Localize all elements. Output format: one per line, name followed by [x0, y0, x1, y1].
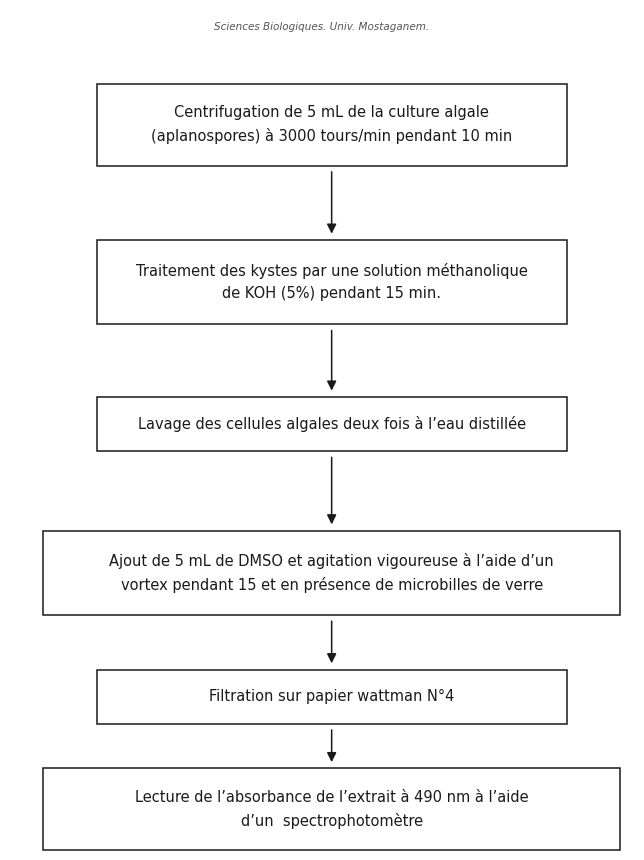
FancyBboxPatch shape [44, 531, 620, 615]
FancyBboxPatch shape [97, 669, 567, 724]
Text: Traitement des kystes par une solution méthanolique
de KOH (5%) pendant 15 min.: Traitement des kystes par une solution m… [136, 263, 527, 301]
Text: Lavage des cellules algales deux fois à l’eau distillée: Lavage des cellules algales deux fois à … [138, 416, 526, 432]
Text: Sciences Biologiques. Univ. Mostaganem.: Sciences Biologiques. Univ. Mostaganem. [214, 22, 430, 32]
Text: Lecture de l’absorbance de l’extrait à 490 nm à l’aide
d’un  spectrophotomètre: Lecture de l’absorbance de l’extrait à 4… [135, 789, 529, 829]
FancyBboxPatch shape [97, 84, 567, 165]
Text: Ajout de 5 mL de DMSO et agitation vigoureuse à l’aide d’un
vortex pendant 15 et: Ajout de 5 mL de DMSO et agitation vigou… [109, 553, 554, 593]
FancyBboxPatch shape [44, 769, 620, 850]
Text: Centrifugation de 5 mL de la culture algale
(aplanospores) à 3000 tours/min pend: Centrifugation de 5 mL de la culture alg… [151, 105, 512, 144]
FancyBboxPatch shape [97, 240, 567, 324]
Text: Filtration sur papier wattman N°4: Filtration sur papier wattman N°4 [209, 689, 455, 704]
FancyBboxPatch shape [97, 397, 567, 451]
